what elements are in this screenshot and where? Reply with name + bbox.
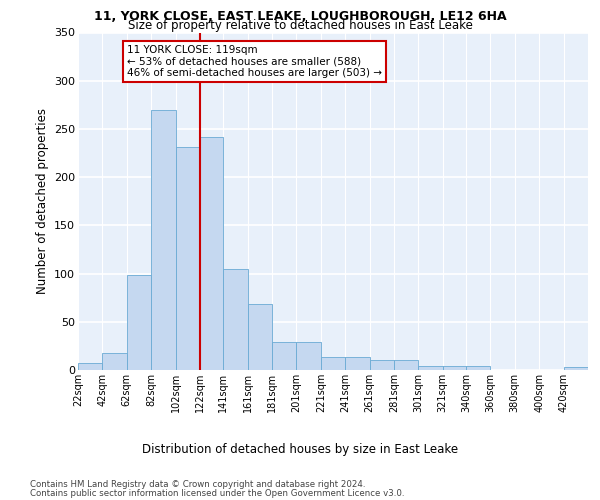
Bar — [296, 342, 321, 370]
Bar — [370, 360, 394, 370]
Bar — [321, 356, 345, 370]
Bar — [103, 352, 127, 370]
Text: 11, YORK CLOSE, EAST LEAKE, LOUGHBOROUGH, LE12 6HA: 11, YORK CLOSE, EAST LEAKE, LOUGHBOROUGH… — [94, 10, 506, 23]
Y-axis label: Number of detached properties: Number of detached properties — [35, 108, 49, 294]
Bar — [272, 342, 296, 370]
Text: Contains HM Land Registry data © Crown copyright and database right 2024.: Contains HM Land Registry data © Crown c… — [30, 480, 365, 489]
Bar — [200, 136, 223, 370]
Bar — [176, 147, 200, 370]
Bar — [78, 363, 103, 370]
Text: Distribution of detached houses by size in East Leake: Distribution of detached houses by size … — [142, 442, 458, 456]
Bar — [418, 366, 443, 370]
Bar — [248, 304, 272, 370]
Text: 11 YORK CLOSE: 119sqm
← 53% of detached houses are smaller (588)
46% of semi-det: 11 YORK CLOSE: 119sqm ← 53% of detached … — [127, 45, 382, 78]
Bar — [443, 366, 466, 370]
Bar — [151, 110, 176, 370]
Bar — [394, 360, 418, 370]
Bar — [345, 356, 370, 370]
Bar — [223, 269, 248, 370]
Text: Contains public sector information licensed under the Open Government Licence v3: Contains public sector information licen… — [30, 489, 404, 498]
Bar — [127, 274, 151, 370]
Text: Size of property relative to detached houses in East Leake: Size of property relative to detached ho… — [128, 19, 472, 32]
Bar — [466, 366, 490, 370]
Bar — [563, 367, 588, 370]
